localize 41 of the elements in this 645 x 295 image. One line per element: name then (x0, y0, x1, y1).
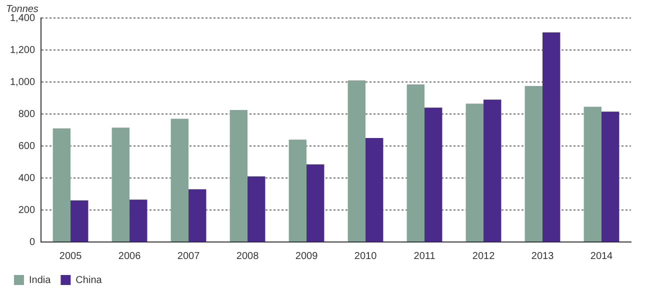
bar (188, 189, 206, 242)
y-tick-label: 1,000 (10, 76, 36, 88)
bar (70, 200, 88, 242)
x-tick-label: 2008 (236, 250, 260, 262)
x-tick-label: 2012 (472, 250, 496, 262)
bar (306, 164, 324, 242)
bar (524, 86, 543, 242)
x-tick-label: 2009 (295, 250, 318, 262)
y-tick-label: 400 (18, 172, 36, 184)
y-axis-title: Tonnes (6, 4, 38, 15)
x-tick-label: 2005 (59, 250, 82, 262)
bar (112, 128, 130, 242)
bar (170, 118, 189, 242)
bar (466, 104, 484, 242)
y-tick-label: 200 (18, 204, 36, 216)
y-tick-label: 1,200 (10, 44, 36, 56)
x-tick-label: 2007 (177, 250, 200, 262)
bar (366, 138, 384, 242)
bar (248, 176, 266, 242)
x-tick-label: 2010 (354, 250, 378, 262)
y-tick-label: 0 (29, 236, 36, 248)
bar (602, 112, 620, 242)
x-tick-label: 2014 (590, 250, 614, 262)
x-tick-label: 2013 (531, 250, 554, 262)
bar (230, 110, 248, 242)
bar (424, 108, 442, 242)
bar (130, 200, 148, 242)
bar (348, 80, 366, 242)
bar (52, 128, 71, 242)
legend-label: China (76, 274, 102, 286)
bar (584, 106, 602, 242)
x-tick-label: 2011 (414, 250, 436, 262)
bar (406, 84, 425, 242)
y-tick-label: 800 (18, 108, 36, 120)
y-tick-label: 600 (18, 140, 36, 152)
bar (288, 140, 307, 242)
x-tick-label: 2006 (118, 250, 142, 262)
bar (484, 100, 502, 242)
legend-label: India (29, 274, 52, 286)
bar (542, 32, 560, 242)
y-tick-label: 1,400 (10, 12, 36, 24)
